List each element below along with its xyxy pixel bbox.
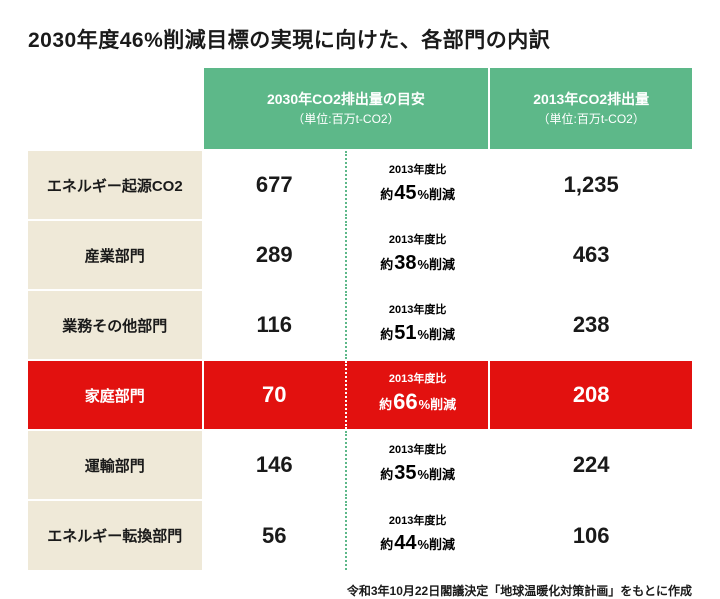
row-label: エネルギー起源CO2 xyxy=(28,150,203,220)
table-row: 業務その他部門1162013年度比約51%削減238 xyxy=(28,290,692,360)
value-2013: 208 xyxy=(489,360,692,430)
reduction-top: 2013年度比 xyxy=(347,514,488,529)
reduction-top: 2013年度比 xyxy=(347,443,488,458)
row-label: 産業部門 xyxy=(28,220,203,290)
value-2030: 677 xyxy=(203,150,346,220)
reduction-bot: 約66%削減 xyxy=(347,387,488,418)
reduction-cell: 2013年度比約44%削減 xyxy=(346,500,489,570)
reduction-pct: 44 xyxy=(393,532,417,554)
row-label: 家庭部門 xyxy=(28,360,203,430)
value-2030: 56 xyxy=(203,500,346,570)
header-2030-sub: （単位:百万t-CO2） xyxy=(204,110,489,128)
value-2013: 238 xyxy=(489,290,692,360)
reduction-pct: 38 xyxy=(393,252,417,274)
reduction-suffix: %削減 xyxy=(418,327,456,342)
reduction-suffix: %削減 xyxy=(418,187,456,202)
value-2013: 463 xyxy=(489,220,692,290)
header-2013: 2013年CO2排出量 （単位:百万t-CO2） xyxy=(489,68,692,150)
reduction-suffix: %削減 xyxy=(418,467,456,482)
reduction-prefix: 約 xyxy=(380,327,393,342)
row-label: 運輸部門 xyxy=(28,430,203,500)
reduction-pct: 66 xyxy=(392,389,418,414)
table-row: 産業部門2892013年度比約38%削減463 xyxy=(28,220,692,290)
row-label: 業務その他部門 xyxy=(28,290,203,360)
table-row: 運輸部門1462013年度比約35%削減224 xyxy=(28,430,692,500)
emissions-table: 2030年CO2排出量の目安 （単位:百万t-CO2） 2013年CO2排出量 … xyxy=(28,68,692,570)
reduction-pct: 35 xyxy=(393,462,417,484)
reduction-cell: 2013年度比約45%削減 xyxy=(346,150,489,220)
table-row: 家庭部門702013年度比約66%削減208 xyxy=(28,360,692,430)
header-2030: 2030年CO2排出量の目安 （単位:百万t-CO2） xyxy=(203,68,490,150)
reduction-bot: 約44%削減 xyxy=(347,529,488,557)
reduction-prefix: 約 xyxy=(380,187,393,202)
footnote: 令和3年10月22日閣議決定「地球温暖化対策計画」をもとに作成 xyxy=(28,582,692,599)
reduction-bot: 約51%削減 xyxy=(347,319,488,347)
reduction-suffix: %削減 xyxy=(419,397,457,412)
value-2013: 1,235 xyxy=(489,150,692,220)
reduction-prefix: 約 xyxy=(380,467,393,482)
reduction-top: 2013年度比 xyxy=(347,233,488,248)
reduction-suffix: %削減 xyxy=(418,537,456,552)
reduction-suffix: %削減 xyxy=(418,257,456,272)
value-2030: 116 xyxy=(203,290,346,360)
reduction-bot: 約45%削減 xyxy=(347,179,488,207)
reduction-cell: 2013年度比約66%削減 xyxy=(346,360,489,430)
table-header-row: 2030年CO2排出量の目安 （単位:百万t-CO2） 2013年CO2排出量 … xyxy=(28,68,692,150)
value-2030: 70 xyxy=(203,360,346,430)
page-title: 2030年度46%削減目標の実現に向けた、各部門の内訳 xyxy=(28,24,692,54)
header-2030-main: 2030年CO2排出量の目安 xyxy=(204,89,489,110)
value-2030: 289 xyxy=(203,220,346,290)
reduction-top: 2013年度比 xyxy=(347,303,488,318)
reduction-pct: 45 xyxy=(393,182,417,204)
reduction-bot: 約35%削減 xyxy=(347,459,488,487)
reduction-prefix: 約 xyxy=(380,537,393,552)
reduction-prefix: 約 xyxy=(380,257,393,272)
reduction-cell: 2013年度比約51%削減 xyxy=(346,290,489,360)
value-2030: 146 xyxy=(203,430,346,500)
reduction-pct: 51 xyxy=(393,322,417,344)
value-2013: 106 xyxy=(489,500,692,570)
reduction-cell: 2013年度比約35%削減 xyxy=(346,430,489,500)
reduction-bot: 約38%削減 xyxy=(347,249,488,277)
table-row: エネルギー転換部門562013年度比約44%削減106 xyxy=(28,500,692,570)
header-2013-main: 2013年CO2排出量 xyxy=(490,89,692,110)
reduction-cell: 2013年度比約38%削減 xyxy=(346,220,489,290)
reduction-prefix: 約 xyxy=(379,397,392,412)
value-2013: 224 xyxy=(489,430,692,500)
table-body: エネルギー起源CO26772013年度比約45%削減1,235産業部門28920… xyxy=(28,150,692,570)
row-label: エネルギー転換部門 xyxy=(28,500,203,570)
table-row: エネルギー起源CO26772013年度比約45%削減1,235 xyxy=(28,150,692,220)
header-blank xyxy=(28,68,203,150)
reduction-top: 2013年度比 xyxy=(347,372,488,387)
header-2013-sub: （単位:百万t-CO2） xyxy=(490,110,692,128)
reduction-top: 2013年度比 xyxy=(347,163,488,178)
